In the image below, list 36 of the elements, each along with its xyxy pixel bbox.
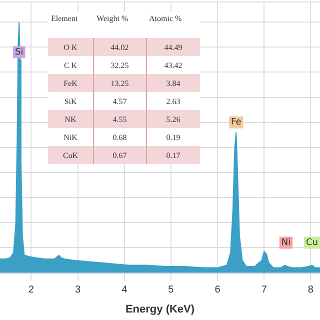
x-axis-title: Energy (KeV): [125, 303, 195, 316]
x-tick-label: 6: [214, 284, 221, 296]
annotation: NiK: [62, 132, 78, 144]
x-tick-label: 8: [308, 284, 314, 296]
annotation: NK: [48, 110, 94, 128]
annotation: 0.19: [146, 128, 200, 146]
annotation: O K: [48, 38, 94, 56]
annotation: Si: [14, 47, 24, 58]
x-tick-label: 7: [261, 284, 268, 296]
annotation: 43.42: [146, 56, 200, 74]
annotation: Element: [50, 13, 79, 25]
annotation: 44.02: [94, 38, 146, 56]
annotation: 0.68: [94, 128, 146, 146]
annotation: Weight %: [96, 13, 130, 25]
annotation: 5.26: [146, 110, 200, 128]
annotation: 13.25: [94, 74, 146, 92]
annotation: 4.57: [94, 92, 146, 110]
annotation: SiK: [63, 96, 78, 108]
x-tick-label: 3: [75, 284, 82, 296]
x-tick-label: 2: [28, 284, 34, 296]
annotation: 0.17: [146, 146, 200, 164]
annotation: C K: [62, 60, 78, 72]
annotation: 3.84: [146, 74, 200, 92]
annotation: Ni: [281, 238, 291, 248]
annotation: CuK: [48, 146, 94, 164]
annotation: 32.25: [94, 56, 146, 74]
annotation: Atomic %: [148, 13, 183, 25]
annotation: Fe: [231, 118, 242, 128]
annotation: 2.63: [146, 92, 200, 110]
annotation: FeK: [48, 74, 94, 92]
annotation: 0.67: [94, 146, 146, 164]
annotation: 4.55: [94, 110, 146, 128]
x-tick-label: 4: [122, 284, 128, 296]
annotation: 44.49: [146, 38, 200, 56]
x-tick-label: 5: [168, 284, 174, 296]
annotation: Cu: [306, 238, 318, 248]
